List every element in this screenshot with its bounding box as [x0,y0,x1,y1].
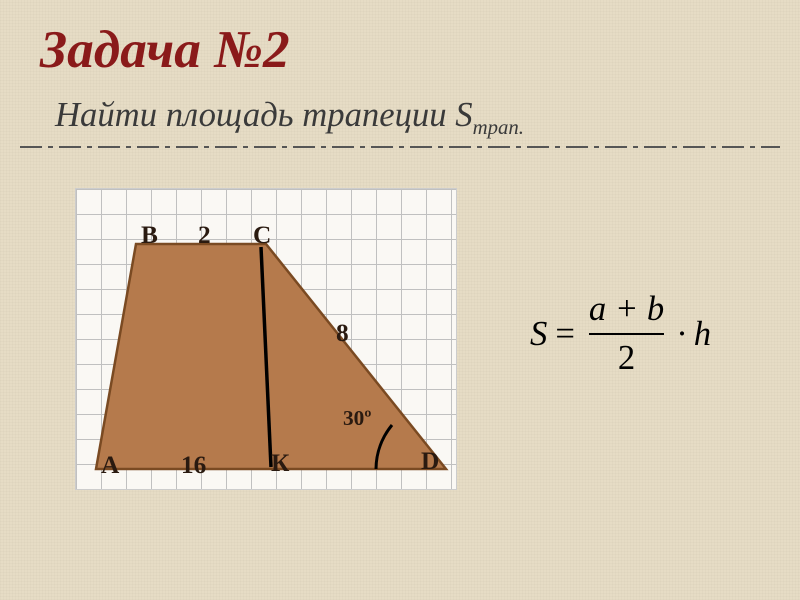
divider [20,146,780,148]
subtitle-sub: трап. [473,116,524,139]
label-C: C [253,221,271,250]
fraction-bar [589,333,664,335]
formula-denominator: 2 [618,339,635,378]
title-text: Задача №2 [40,19,290,79]
subtitle: Найти площадь трапеции Sтрап. [55,96,524,140]
label-two: 2 [198,221,211,250]
formula-numerator: a + b [589,290,664,329]
formula-h: h [694,315,711,354]
label-D: D [421,447,439,476]
formula-lhs: S [530,315,547,354]
label-A: A [101,451,119,480]
label-eight: 8 [336,319,349,348]
area-formula: S = a + b 2 · h [530,290,711,378]
page-title: Задача №2 [40,18,290,80]
label-sixteen: 16 [181,451,206,480]
formula-dot: · [676,315,688,354]
formula-fraction: a + b 2 [589,290,664,378]
subtitle-main: Найти площадь трапеции S [55,96,473,134]
label-B: B [141,221,158,250]
formula-equals: = [555,315,575,354]
label-K: К [271,449,289,478]
formula-row: S = a + b 2 · h [530,290,711,378]
label-angle: 30º [343,406,371,431]
grid-panel: B 2 C 8 30º A 16 К D [75,188,457,490]
